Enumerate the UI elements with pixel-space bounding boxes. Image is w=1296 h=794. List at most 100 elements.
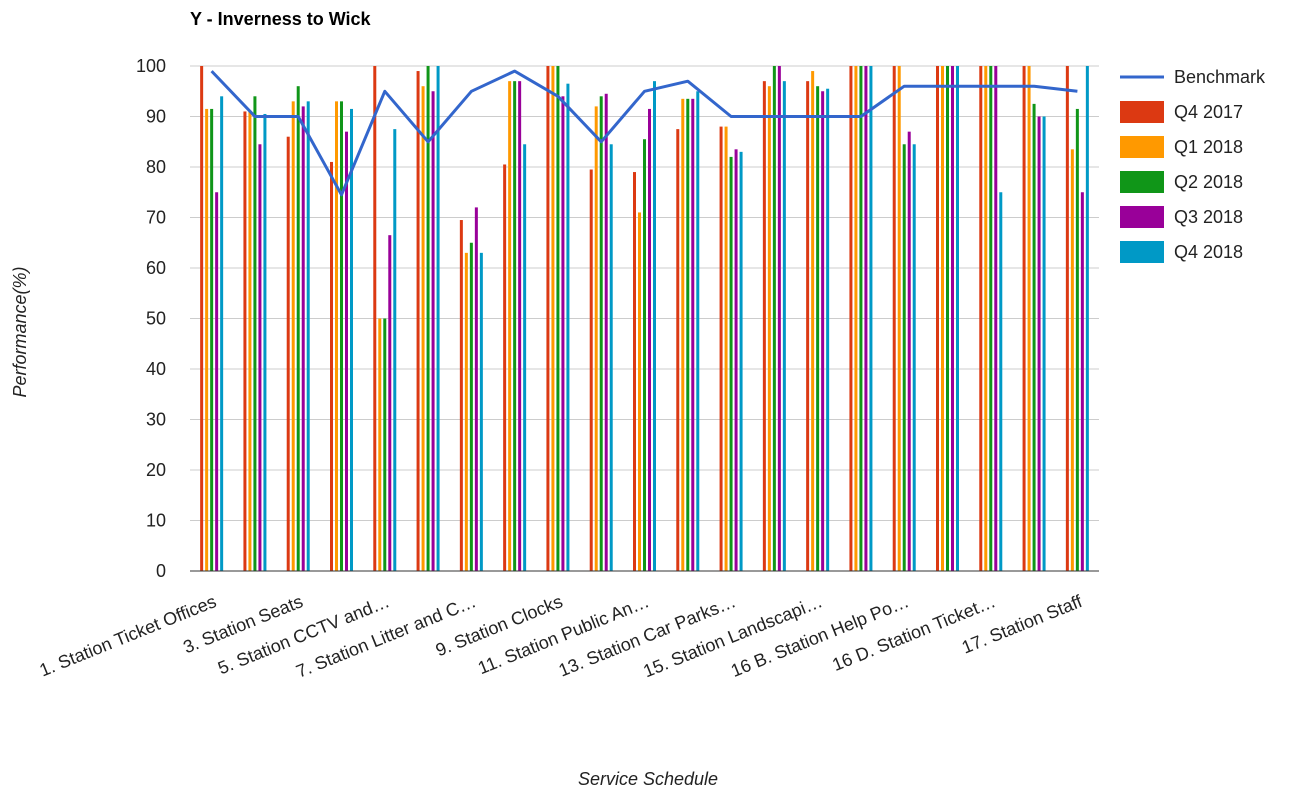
bar	[513, 81, 517, 572]
bar	[503, 164, 507, 571]
legend: Benchmark Q4 2017 Q1 2018 Q2 2018 Q3 2018 Q4 …	[1120, 67, 1266, 263]
bar	[782, 81, 786, 572]
bar	[373, 66, 377, 571]
bar	[821, 91, 825, 571]
bar	[643, 139, 646, 571]
bar	[436, 66, 440, 571]
bar	[859, 66, 863, 571]
legend-label-benchmark: Benchmark	[1174, 67, 1266, 87]
bar	[263, 113, 267, 571]
y-tick-label: 30	[146, 410, 166, 430]
bar	[979, 66, 983, 571]
bar	[296, 86, 300, 571]
bar	[676, 129, 680, 571]
y-axis-ticks: 0 10 20 30 40 50 60 70 80 90 100	[136, 56, 166, 581]
bar	[416, 71, 420, 572]
bar	[902, 144, 906, 571]
bar	[589, 169, 593, 571]
bar	[1080, 192, 1084, 571]
chart-title: Y - Inverness to Wick	[190, 9, 372, 29]
legend-label: Q3 2018	[1174, 207, 1243, 227]
bar	[210, 108, 214, 572]
bar	[431, 91, 435, 571]
bar	[633, 172, 636, 572]
bar	[989, 66, 993, 571]
bar	[734, 149, 738, 571]
bar	[999, 192, 1003, 571]
legend-label: Q4 2017	[1174, 102, 1243, 122]
bar	[258, 144, 262, 571]
legend-swatch	[1120, 206, 1164, 228]
bar	[1037, 116, 1041, 571]
y-tick-label: 50	[146, 309, 166, 329]
bar	[248, 111, 252, 571]
benchmark-polyline	[210, 69, 1078, 197]
series-q4-2018	[220, 66, 1089, 572]
benchmark-line	[210, 69, 1078, 197]
bar	[474, 207, 478, 571]
bar	[739, 151, 743, 571]
bar	[681, 98, 685, 571]
bar	[518, 81, 522, 572]
bar	[762, 81, 766, 572]
bar	[956, 66, 959, 571]
bar	[1022, 66, 1026, 571]
bar	[897, 66, 901, 571]
y-axis-title: Performance(%)	[10, 266, 30, 397]
bar	[1042, 116, 1046, 571]
bar	[205, 108, 209, 572]
bar	[816, 86, 820, 571]
legend-swatch	[1120, 101, 1164, 123]
bar	[464, 252, 468, 571]
bar	[767, 86, 771, 571]
bar	[1032, 103, 1036, 571]
y-tick-label: 60	[146, 258, 166, 278]
bar	[653, 81, 656, 572]
bar	[719, 126, 723, 571]
bar	[561, 96, 565, 572]
bar	[335, 101, 338, 571]
bar	[686, 98, 690, 571]
bar	[936, 66, 939, 571]
bar	[243, 111, 247, 571]
bar	[286, 136, 290, 571]
bar	[594, 106, 598, 572]
legend-label: Q2 2018	[1174, 172, 1243, 192]
bar	[393, 129, 397, 571]
y-tick-label: 80	[146, 157, 166, 177]
y-tick-label: 90	[146, 107, 166, 127]
legend-swatch	[1120, 136, 1164, 158]
bar	[378, 318, 382, 571]
bar	[811, 71, 815, 572]
bar	[1075, 108, 1079, 572]
bar	[951, 66, 954, 571]
bar	[638, 212, 641, 571]
bar	[383, 318, 387, 571]
bar	[253, 96, 257, 572]
bar	[1027, 66, 1031, 571]
series-q1-2018	[205, 66, 1074, 572]
y-tick-label: 10	[146, 511, 166, 531]
bar	[220, 96, 224, 572]
bar	[724, 126, 728, 571]
y-tick-label: 70	[146, 208, 166, 228]
bar	[546, 66, 550, 571]
bar	[479, 252, 483, 571]
bar	[469, 242, 473, 571]
bar	[1070, 149, 1074, 571]
legend-label: Q4 2018	[1174, 242, 1243, 262]
y-tick-label: 20	[146, 460, 166, 480]
series-q2-2018	[210, 66, 1079, 572]
bar	[696, 91, 700, 571]
bar	[772, 66, 776, 571]
bar	[1065, 66, 1069, 571]
bar	[864, 66, 868, 571]
bar	[340, 101, 343, 571]
bar	[912, 144, 916, 571]
bar	[777, 66, 781, 571]
bar	[459, 220, 463, 571]
y-tick-label: 0	[156, 561, 166, 581]
bar	[994, 66, 998, 571]
